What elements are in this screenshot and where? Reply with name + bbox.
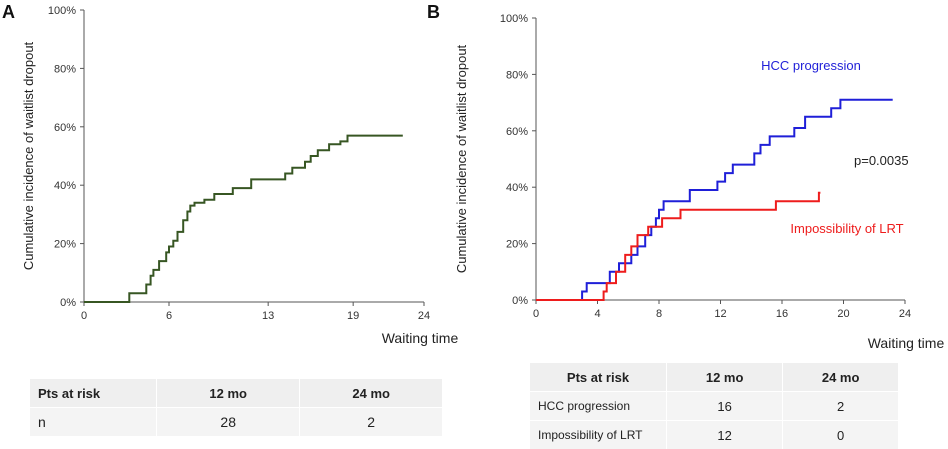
header-24-mo: 24 mo xyxy=(783,363,898,392)
value-12-mo: 16 xyxy=(667,392,783,421)
table-row: Impossibility of LRT 12 0 xyxy=(530,421,898,449)
x-tick-label: 0 xyxy=(81,310,87,322)
p-value-annotation: p=0.0035 xyxy=(854,153,909,168)
x-tick-label: 24 xyxy=(418,310,430,322)
x-tick-label: 20 xyxy=(837,308,849,320)
header-pts-at-risk: Pts at risk xyxy=(530,363,667,392)
x-tick-label: 0 xyxy=(533,308,539,320)
y-tick-label: 100% xyxy=(500,13,528,25)
value-12-mo: 12 xyxy=(667,421,783,449)
y-tick-label: 60% xyxy=(54,122,76,134)
series-line xyxy=(84,136,403,302)
y-tick-label: 100% xyxy=(48,5,76,17)
value-24-mo: 2 xyxy=(300,408,442,437)
y-tick-label: 80% xyxy=(506,69,528,81)
table-row: HCC progression 16 2 xyxy=(530,392,898,421)
header-pts-at-risk: Pts at risk xyxy=(30,379,157,408)
y-tick-label: 20% xyxy=(506,239,528,251)
value-24-mo: 2 xyxy=(783,392,898,421)
x-tick-label: 24 xyxy=(899,308,911,320)
y-tick-label: 0% xyxy=(512,295,528,307)
x-tick-label: 13 xyxy=(262,310,274,322)
risk-table-b: Pts at risk 12 mo 24 mo HCC progression … xyxy=(530,362,898,449)
row-label: n xyxy=(30,408,157,437)
x-tick-label: 8 xyxy=(656,308,662,320)
x-tick-label: 12 xyxy=(714,308,726,320)
value-12-mo: 28 xyxy=(157,408,300,437)
y-axis-label: Cumulative incidence of waitlist dropout xyxy=(454,44,469,273)
y-tick-label: 60% xyxy=(506,126,528,138)
x-axis-label: Waiting time xyxy=(868,335,945,351)
legend-hcc-progression: HCC progression xyxy=(761,58,861,73)
risk-table-a-header: Pts at risk 12 mo 24 mo xyxy=(30,379,442,408)
x-tick-label: 19 xyxy=(347,310,359,322)
x-tick-label: 4 xyxy=(594,308,600,320)
risk-table-a: Pts at risk 12 mo 24 mo n 28 2 xyxy=(30,378,442,436)
header-12-mo: 12 mo xyxy=(157,379,300,408)
legend-impossibility-of-lrt: Impossibility of LRT xyxy=(790,221,903,236)
panel-a-label: A xyxy=(2,2,15,22)
panel-a-chart: 0% 20% 40% 60% 80% 100% 0 6 13 19 24 Waiting time Cu… xyxy=(21,5,458,346)
y-tick-label: 20% xyxy=(54,239,76,251)
value-24-mo: 0 xyxy=(783,421,898,449)
panel-b-chart: 0% 20% 40% 60% 80% 100% 0 4 8 12 16 20 24 Waiting tim… xyxy=(454,13,944,351)
series-line xyxy=(536,100,893,300)
y-axis-label: Cumulative incidence of waitlist dropout xyxy=(21,41,36,270)
risk-table-b-header: Pts at risk 12 mo 24 mo xyxy=(530,363,898,392)
row-label: HCC progression xyxy=(530,392,667,421)
header-24-mo: 24 mo xyxy=(300,379,442,408)
y-tick-label: 0% xyxy=(60,297,76,309)
panel-b-label: B xyxy=(427,2,440,22)
x-axis-label: Waiting time xyxy=(382,330,459,346)
y-tick-label: 40% xyxy=(54,180,76,192)
y-tick-label: 80% xyxy=(54,63,76,75)
header-12-mo: 12 mo xyxy=(667,363,783,392)
series-line xyxy=(536,193,820,300)
x-tick-label: 6 xyxy=(166,310,172,322)
table-row: n 28 2 xyxy=(30,408,442,437)
x-tick-label: 16 xyxy=(776,308,788,320)
row-label: Impossibility of LRT xyxy=(530,421,667,449)
y-tick-label: 40% xyxy=(506,182,528,194)
